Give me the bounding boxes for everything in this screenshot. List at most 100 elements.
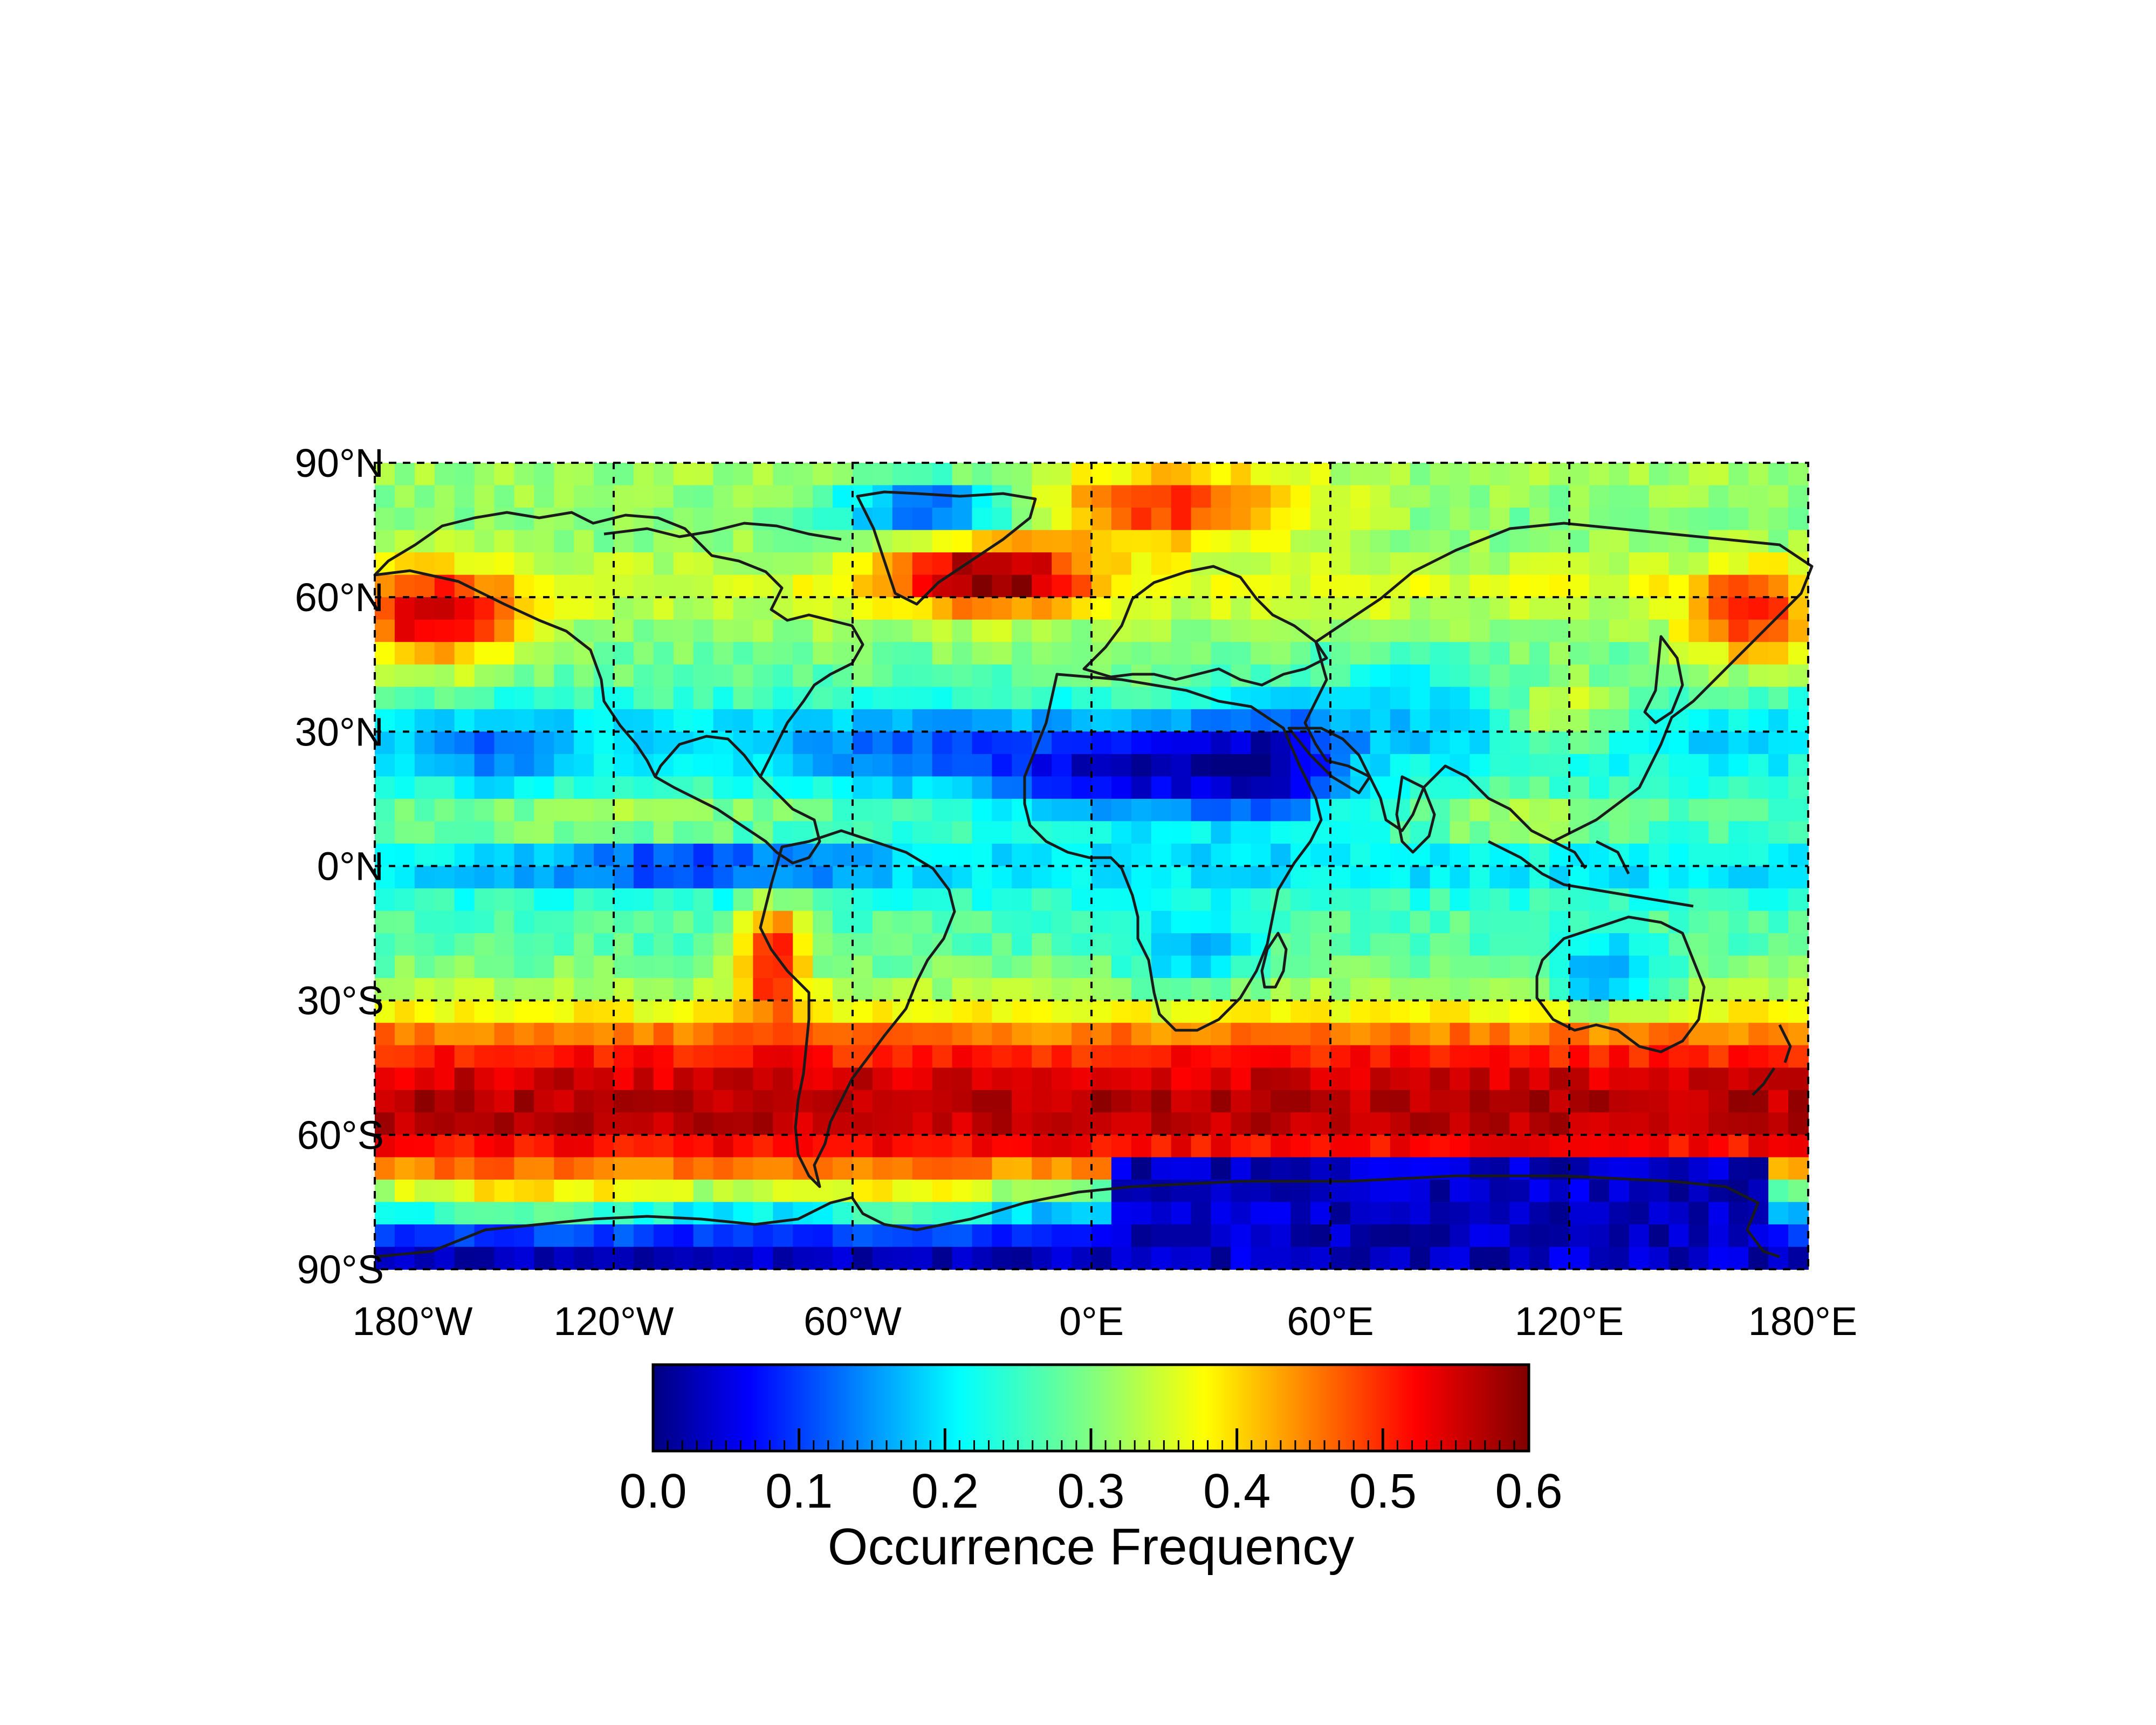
heatmap-cell [633, 709, 654, 733]
heatmap-cell [853, 955, 873, 979]
heatmap-cell [375, 776, 395, 799]
heatmap-cell [673, 642, 694, 665]
heatmap-cell [1748, 463, 1769, 486]
heatmap-cell [1629, 485, 1650, 508]
heatmap-cell [1609, 530, 1630, 553]
heatmap-cell [1489, 552, 1510, 576]
heatmap-cell [1788, 1000, 1809, 1024]
heatmap-cell [1728, 1045, 1749, 1069]
heatmap-cell [414, 754, 435, 777]
heatmap-cell [1489, 1179, 1510, 1203]
heatmap-cell [1251, 866, 1272, 889]
heatmap-cell [1310, 911, 1331, 934]
heatmap-cell [753, 485, 774, 508]
heatmap-cell [394, 776, 415, 799]
heatmap-cell [773, 687, 794, 710]
heatmap-cell [1171, 1000, 1192, 1024]
heatmap-cell [1310, 530, 1331, 553]
heatmap-cell [414, 1224, 435, 1248]
heatmap-cell [434, 530, 455, 553]
heatmap-cell [554, 844, 575, 867]
heatmap-cell [1052, 911, 1073, 934]
heatmap-cell [1310, 866, 1331, 889]
heatmap-cell [394, 933, 415, 956]
heatmap-cell [454, 821, 475, 844]
heatmap-cell [853, 776, 873, 799]
heatmap-cell [1012, 911, 1033, 934]
heatmap-cell [1688, 1224, 1709, 1248]
heatmap-cell [673, 1179, 694, 1203]
heatmap-cell [1788, 1090, 1809, 1113]
coastline-australia [1535, 915, 1706, 1053]
heatmap-cell [1489, 1090, 1510, 1113]
heatmap-cell [1390, 1134, 1411, 1158]
heatmap-cell [614, 978, 634, 1001]
heatmap-cell [414, 597, 435, 620]
heatmap-cell [1032, 866, 1053, 889]
heatmap-cell [375, 664, 395, 688]
heatmap-cell [1370, 1112, 1391, 1135]
heatmap-cell [574, 1179, 595, 1203]
heatmap-cell [434, 485, 455, 508]
heatmap-cell [1569, 709, 1590, 733]
heatmap-cell [813, 552, 834, 576]
heatmap-cell [753, 687, 774, 710]
heatmap-cell [992, 776, 1013, 799]
heatmap-cell [1171, 776, 1192, 799]
heatmap-cell [1569, 978, 1590, 1001]
heatmap-cell [494, 530, 515, 553]
heatmap-cell [1350, 508, 1371, 531]
heatmap-cell [833, 642, 853, 665]
heatmap-cell [1151, 1023, 1172, 1046]
heatmap-cell [693, 866, 714, 889]
heatmap-cell [693, 978, 714, 1001]
heatmap-cell [1529, 798, 1550, 822]
heatmap-cell [1470, 1000, 1491, 1024]
heatmap-cell [1629, 1134, 1650, 1158]
coastline-arctic-islands [603, 522, 842, 541]
heatmap-cell [673, 709, 694, 733]
heatmap-cell [1748, 821, 1769, 844]
heatmap-cell [1669, 1090, 1690, 1113]
heatmap-cell [673, 978, 694, 1001]
heatmap-cell [1430, 619, 1451, 643]
heatmap-cell [833, 754, 853, 777]
heatmap-cell [614, 1067, 634, 1091]
heatmap-cell [1171, 574, 1192, 598]
heatmap-cell [594, 642, 614, 665]
heatmap-cell [1191, 1090, 1212, 1113]
heatmap-cell [853, 463, 873, 486]
heatmap-cell [653, 687, 674, 710]
heatmap-cell [454, 1202, 475, 1225]
heatmap-cell [594, 1067, 614, 1091]
heatmap-cell [853, 1090, 873, 1113]
heatmap-cell [454, 955, 475, 979]
heatmap-cell [1509, 1224, 1530, 1248]
heatmap-cell [1470, 597, 1491, 620]
heatmap-cell [1052, 1179, 1073, 1203]
heatmap-cell [972, 709, 993, 733]
heatmap-cell [554, 933, 575, 956]
heatmap-cell [1708, 933, 1729, 956]
heatmap-cell [1629, 597, 1650, 620]
heatmap-cell [992, 798, 1013, 822]
heatmap-cell [1151, 731, 1172, 755]
heatmap-cell [1470, 1202, 1491, 1225]
heatmap-cell [1629, 1090, 1650, 1113]
heatmap-cell [892, 530, 913, 553]
heatmap-cell [653, 933, 674, 956]
heatmap-cell [514, 776, 535, 799]
heatmap-cell [1748, 844, 1769, 867]
heatmap-cell [474, 1202, 495, 1225]
heatmap-cell [1131, 1202, 1152, 1225]
heatmap-cell [773, 1067, 794, 1091]
heatmap-cell [1131, 821, 1152, 844]
heatmap-cell [1072, 619, 1092, 643]
heatmap-cell [574, 687, 595, 710]
heatmap-cell [673, 1224, 694, 1248]
heatmap-cell [1430, 1067, 1451, 1091]
heatmap-cell [1629, 1224, 1650, 1248]
heatmap-cell [594, 933, 614, 956]
heatmap-cell [1748, 619, 1769, 643]
heatmap-cell [1251, 508, 1272, 531]
